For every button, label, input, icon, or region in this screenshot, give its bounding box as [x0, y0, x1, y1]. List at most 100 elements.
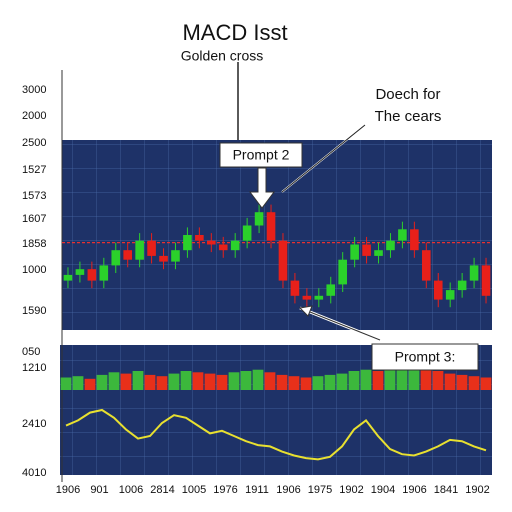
y-tick-label: 4010	[22, 467, 46, 479]
candle-body	[338, 259, 347, 285]
histogram-bar	[156, 376, 168, 390]
y-tick-label: 1573	[22, 190, 46, 202]
histogram-bar	[180, 371, 192, 390]
histogram-bar	[480, 377, 492, 390]
candle-body	[350, 244, 359, 260]
candle-body	[218, 244, 228, 251]
y-tick-label: 1590	[22, 305, 46, 317]
histogram-bar	[432, 371, 444, 390]
x-tick-label: 1902	[339, 484, 363, 496]
x-tick-label: 1976	[213, 484, 237, 496]
callout-box	[219, 142, 303, 168]
x-tick-label: 1902	[465, 484, 489, 496]
candle-body	[386, 240, 395, 251]
histogram-bar	[84, 378, 96, 390]
histogram-bar	[72, 376, 84, 390]
annotation: Prompt 2	[233, 147, 290, 163]
candle-body	[457, 280, 467, 291]
histogram-bar	[348, 371, 360, 390]
candle-body	[195, 235, 204, 241]
x-tick-label: 901	[90, 484, 108, 496]
histogram-bar	[264, 372, 276, 390]
candle-body	[374, 250, 383, 256]
candle-body	[63, 274, 73, 281]
histogram-bar	[468, 376, 480, 390]
x-tick-label: 1911	[245, 484, 269, 496]
histogram-bar	[276, 374, 288, 390]
candle-body	[123, 250, 132, 260]
chart-subtitle: Golden cross	[181, 48, 263, 64]
histogram-bar	[228, 372, 240, 390]
x-tick-label: 1906	[402, 484, 426, 496]
arrow-head	[298, 305, 313, 317]
candle-body	[159, 255, 168, 262]
histogram-bar	[360, 369, 372, 390]
y-tick-label: 1607	[22, 213, 46, 225]
x-tick-label: 1975	[308, 484, 332, 496]
candle-body	[326, 284, 336, 296]
histogram-bar	[120, 373, 132, 390]
y-tick-label: 1858	[22, 238, 46, 250]
histogram-bar	[132, 371, 144, 390]
candle-body	[469, 265, 479, 281]
x-tick-label: 2814	[150, 484, 174, 496]
histogram-bar	[384, 368, 396, 390]
candle-body	[254, 212, 264, 226]
candle-body	[183, 235, 192, 251]
y-tick-label: 2410	[22, 418, 46, 430]
histogram-bar	[312, 376, 324, 390]
histogram-bar	[252, 369, 264, 390]
y-tick-label: 2000	[22, 110, 46, 122]
histogram-bar	[336, 373, 348, 390]
candle-body	[147, 240, 156, 256]
callout-box	[371, 343, 479, 371]
candle-body	[278, 240, 288, 281]
arrow-line	[299, 307, 381, 341]
candle-body	[99, 265, 109, 281]
upper-grid	[62, 140, 492, 330]
candle-body	[111, 250, 121, 266]
candle-body	[171, 250, 180, 262]
candle-body	[410, 229, 419, 251]
y-tick-label: 050	[22, 346, 40, 358]
candle-body	[207, 240, 216, 245]
candle-body	[290, 280, 300, 296]
histogram-bar	[168, 373, 180, 390]
histogram-bar	[204, 373, 216, 390]
arrow-line	[281, 124, 366, 193]
histogram-bar	[456, 374, 468, 390]
chart-title: MACD Isst	[182, 20, 287, 45]
histogram-bar	[324, 374, 336, 390]
y-tick-label: 1210	[22, 362, 46, 374]
candle-body	[362, 244, 371, 256]
candle-body	[398, 229, 407, 241]
histogram-bar	[108, 372, 120, 390]
histogram-bar	[144, 374, 156, 390]
histogram-bar	[396, 364, 408, 390]
y-tick-label: 3000	[22, 84, 46, 96]
annotation: The cears	[375, 108, 442, 125]
x-tick-label: 1906	[56, 484, 80, 496]
histogram-bar	[288, 376, 300, 390]
candle-body	[314, 295, 324, 300]
candle-body	[230, 240, 240, 251]
candle-body	[242, 225, 252, 241]
histogram-bar	[372, 371, 384, 390]
candle-body	[87, 269, 97, 281]
histogram-bar	[408, 361, 420, 390]
x-tick-label: 1841	[434, 484, 458, 496]
candle-body	[445, 290, 455, 300]
histogram-bar	[96, 374, 108, 390]
x-tick-label: 1006	[119, 484, 143, 496]
histogram-bar	[240, 371, 252, 390]
x-tick-label: 1005	[182, 484, 206, 496]
y-tick-label: 1000	[22, 264, 46, 276]
histogram-bar	[60, 377, 72, 390]
candle-body	[266, 212, 276, 241]
histogram-bar	[444, 373, 456, 390]
histogram-bar	[192, 372, 204, 390]
histogram-bar	[420, 365, 432, 390]
candle-body	[422, 250, 431, 281]
histogram-bar	[300, 377, 312, 390]
